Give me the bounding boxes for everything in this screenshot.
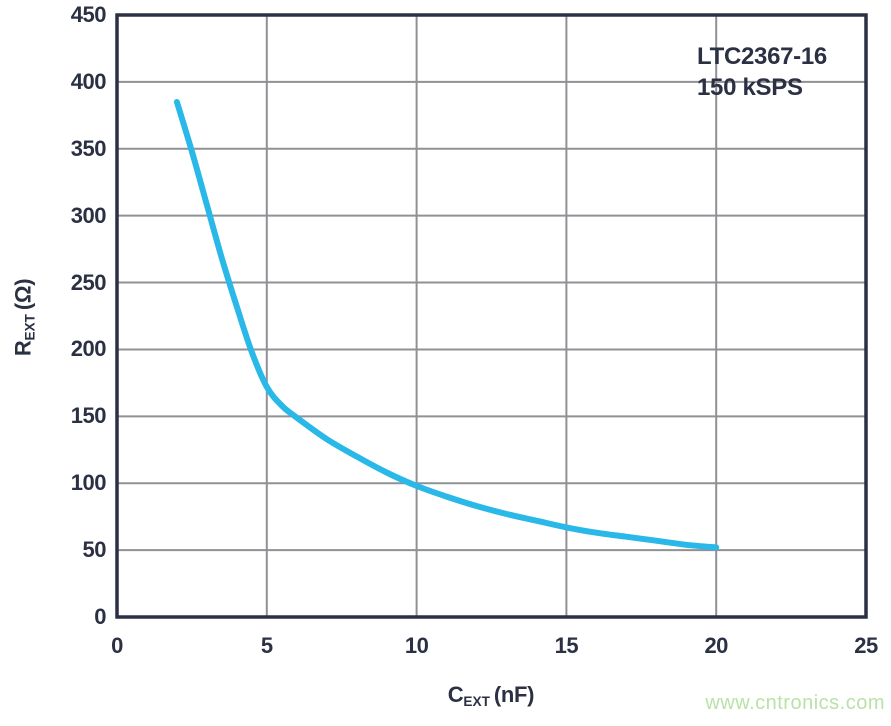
x-tick-label: 20 xyxy=(704,633,728,658)
x-tick-label: 0 xyxy=(111,633,123,658)
y-tick-label: 0 xyxy=(94,604,106,629)
y-tick-label: 150 xyxy=(70,403,107,429)
x-tick-label: 15 xyxy=(554,633,579,658)
x-axis-title: CEXT (nF) xyxy=(391,682,591,709)
y-tick-label: 200 xyxy=(70,336,107,362)
x-axis-unit: (nF) xyxy=(493,682,535,707)
y-tick-label: 350 xyxy=(70,135,107,161)
y-axis-unit: (Ω) xyxy=(10,278,36,311)
x-tick-label: 5 xyxy=(260,633,273,658)
annotation-sample-rate: 150 kSPS xyxy=(697,74,803,101)
x-axis-subscript: EXT xyxy=(463,693,490,709)
y-axis-symbol: R xyxy=(10,340,36,357)
x-tick-label: 25 xyxy=(854,633,878,658)
y-tick-label: 300 xyxy=(70,202,107,228)
y-axis-title: REXT (Ω) xyxy=(11,217,38,417)
plot-border xyxy=(115,13,868,619)
x-axis-symbol: C xyxy=(447,682,464,707)
y-tick-label: 50 xyxy=(82,537,107,563)
y-tick-label: 400 xyxy=(70,68,107,94)
data-curve xyxy=(173,99,720,551)
watermark-text: www.cntronics.com xyxy=(705,692,885,714)
y-axis-subscript: EXT xyxy=(22,314,38,341)
x-tick-label: 10 xyxy=(404,633,429,658)
y-tick-label: 100 xyxy=(70,470,107,496)
y-tick-label: 250 xyxy=(70,269,107,295)
chart-annotation: LTC2367-16 150 kSPS xyxy=(697,41,827,103)
grid-lines xyxy=(117,15,866,617)
annotation-part-number: LTC2367-16 xyxy=(697,43,827,70)
y-tick-label: 450 xyxy=(70,2,107,27)
